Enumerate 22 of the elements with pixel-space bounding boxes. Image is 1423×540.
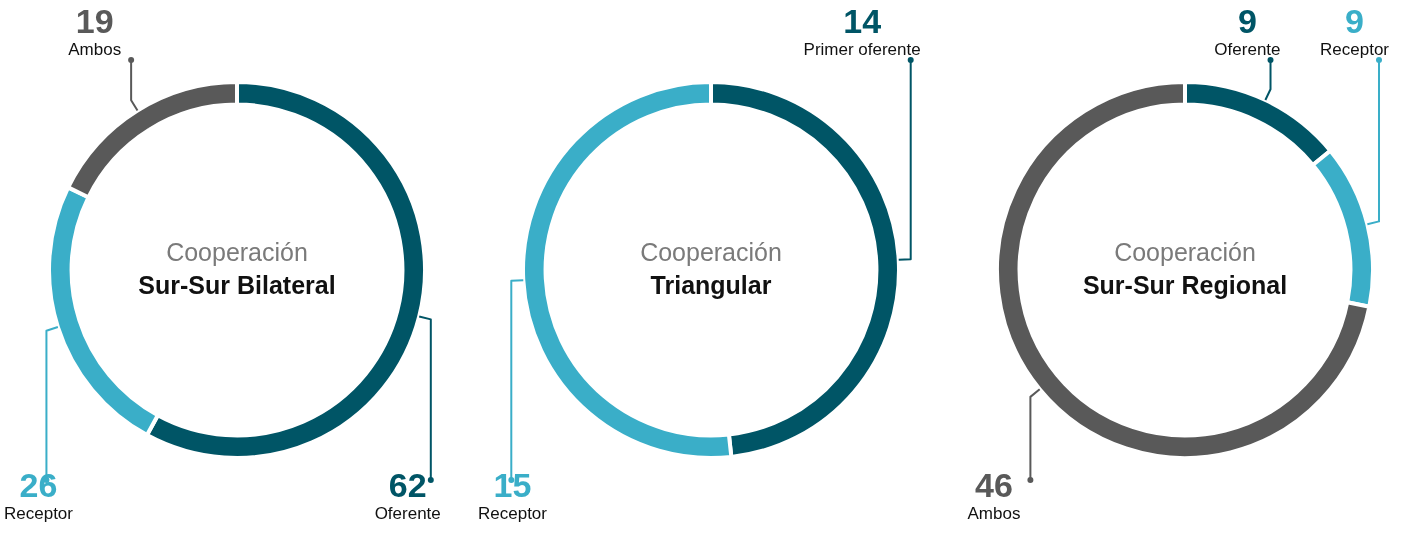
slice-label: Oferente	[1214, 39, 1281, 59]
data-label: 62	[388, 466, 427, 505]
slice-label: Oferente	[374, 503, 441, 523]
slice-label: Receptor	[4, 503, 74, 523]
slice-label: Receptor	[1320, 39, 1390, 59]
text: Cooperación	[1114, 237, 1256, 266]
text: Sur-Sur Bilateral	[138, 270, 336, 299]
data-label: 26	[19, 466, 58, 505]
text: Cooperación	[166, 237, 308, 266]
data-label: 9	[1345, 2, 1364, 41]
data-label: 19	[75, 2, 114, 41]
text: Cooperación	[640, 237, 782, 266]
slice-label: Primer oferente	[803, 39, 921, 59]
slice-label: Receptor	[478, 503, 548, 523]
text: Triangular	[650, 270, 772, 299]
data-label: 9	[1237, 2, 1257, 41]
slice-label: Ambos	[967, 503, 1021, 523]
data-label: 14	[843, 2, 882, 41]
data-label: 46	[975, 466, 1013, 505]
text: Sur-Sur Regional	[1082, 270, 1288, 299]
data-label: 15	[493, 466, 532, 505]
legend-label: Ambos	[68, 39, 122, 59]
